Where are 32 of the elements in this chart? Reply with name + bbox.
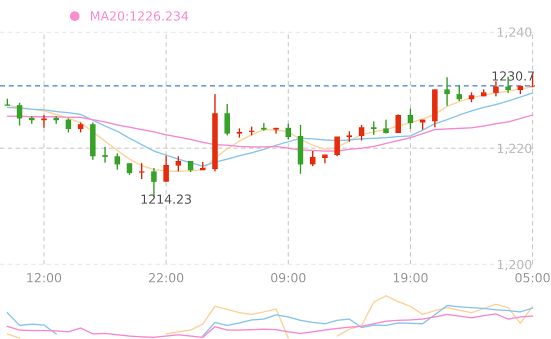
- x-tick-label: 22:00: [149, 272, 184, 282]
- annotation: 1214.23: [142, 194, 191, 204]
- candlestick: [395, 114, 401, 134]
- candlestick: [456, 84, 462, 102]
- candlestick: [248, 126, 254, 136]
- candlestick: [224, 103, 230, 136]
- y-tick-label: 1,220: [498, 144, 532, 154]
- candlestick: [78, 122, 84, 134]
- candlestick: [16, 102, 22, 126]
- candlestick: [358, 124, 364, 142]
- candlestick: [420, 118, 426, 130]
- candlestick: [114, 152, 120, 170]
- y-tick-label: 1,240: [498, 27, 532, 38]
- candlestick: [444, 76, 450, 106]
- candlestick: [176, 156, 182, 172]
- candlestick: [334, 136, 340, 157]
- candlestick: [66, 118, 72, 134]
- x-tick-label: 12:00: [27, 272, 62, 282]
- y-tick-label: 1,200: [498, 260, 532, 271]
- candlestick: [163, 155, 169, 183]
- candlestick: [310, 150, 316, 167]
- x-tick-label: 19:00: [394, 272, 428, 282]
- candlestick: [468, 92, 474, 103]
- candlestick: [383, 118, 389, 134]
- legend-label: MA20:1226.234: [90, 11, 188, 21]
- candlestick: [408, 108, 414, 130]
- x-tick-label: 09:00: [271, 272, 306, 282]
- candlestick: [493, 80, 499, 98]
- x-tick-label: 05:00: [515, 272, 550, 282]
- candlestick: [102, 146, 108, 164]
- candlestick: [371, 120, 377, 136]
- candlestick: [286, 123, 292, 140]
